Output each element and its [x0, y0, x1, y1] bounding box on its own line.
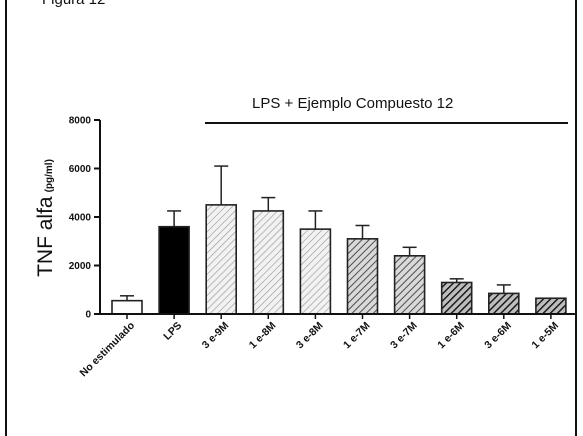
bar: [205, 204, 237, 315]
y-axis-label-unit: (pg/ml): [44, 159, 55, 192]
bar: [299, 228, 332, 315]
y-axis: 0 2000 4000 6000 8000: [69, 116, 101, 321]
svg-text:TNF alfa(pg/ml): TNF alfa (pg/ml): [34, 159, 57, 277]
x-axis: No estimulado LPS 3 e-9M 1 e-8M 3 e-8M 1 e-7M…: [77, 313, 575, 380]
x-tick-label: LPS: [161, 320, 184, 343]
bar: [252, 210, 285, 315]
x-tick-label: 3 e-7M: [388, 319, 420, 351]
bar: [346, 238, 379, 315]
y-tick-label: 0: [85, 310, 91, 321]
annotation-text: LPS + Ejemplo Compuesto 12: [252, 95, 453, 112]
y-tick-label: 2000: [69, 261, 92, 272]
bar: [158, 225, 190, 315]
x-tick-label: 1 e-5M: [529, 319, 561, 351]
y-tick-label: 6000: [69, 164, 92, 175]
y-tick-label: 8000: [69, 116, 92, 127]
bar: [487, 292, 520, 315]
x-tick-label: 1 e-8M: [247, 319, 279, 351]
x-tick-label: 3 e-6M: [482, 319, 514, 351]
bar: [440, 281, 473, 315]
bars-group: [111, 165, 567, 315]
x-tick-label: 3 e-8M: [294, 319, 326, 351]
y-axis-label-main: TNF alfa: [34, 196, 57, 277]
x-tick-label: 1 e-6M: [435, 319, 467, 351]
x-tick-label: No estimulado: [77, 320, 137, 380]
bar: [111, 299, 143, 315]
bar: [393, 255, 426, 315]
y-axis-label: TNF alfa (pg/ml): [34, 159, 57, 277]
x-tick-label: 3 e-9M: [200, 319, 232, 351]
bar: [535, 297, 567, 315]
y-tick-label: 4000: [69, 213, 92, 224]
figure-title: Figura 12: [42, 0, 105, 8]
x-tick-label: 1 e-7M: [341, 319, 373, 351]
